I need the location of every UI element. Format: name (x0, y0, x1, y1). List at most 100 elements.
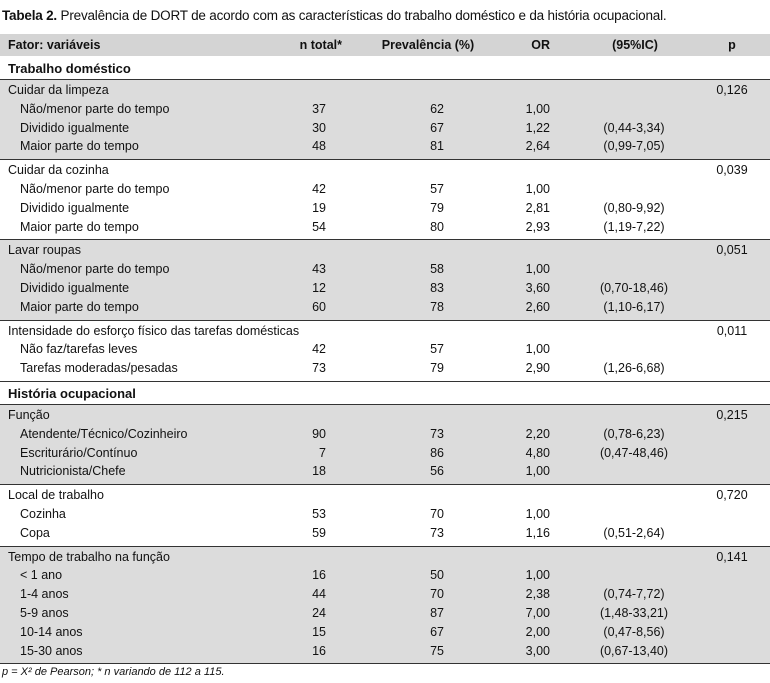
group-header-row: Intensidade do esforço físico das tarefa… (0, 324, 770, 342)
or-cell: 1,00 (525, 342, 550, 357)
n-total-cell: 53 (312, 506, 326, 521)
group-header-row: Lavar roupas 0,051 (0, 243, 770, 261)
table-row: Não faz/tarefas leves 42 57 1,00 (0, 342, 770, 360)
ci-cell: (0,44-3,34) (603, 120, 665, 135)
n-total-cell: 18 (312, 464, 326, 479)
n-total-cell: 15 (312, 624, 326, 639)
variable-group: Cuidar da limpeza 0,126 Não/menor parte do… (0, 80, 770, 161)
group-label: Tempo de trabalho na função (8, 549, 170, 564)
row-label: 10-14 anos (20, 624, 83, 639)
table-row: < 1 ano 16 50 1,00 (0, 568, 770, 586)
table-row: Dividido igualmente 19 79 2,81 (0,80-9,92) (0, 201, 770, 219)
variable-group: Local de trabalho 0,720 Cozinha 53 70 1,00 Cop… (0, 485, 770, 547)
row-label: Copa (20, 525, 50, 540)
row-label: Não/menor parte do tempo (20, 181, 170, 196)
prevalence-cell: 75 (430, 643, 444, 658)
prevalence-cell: 58 (430, 262, 444, 277)
p-value: 0,215 (716, 408, 748, 422)
or-cell: 7,00 (525, 605, 550, 620)
variable-group: Tempo de trabalho na função 0,141 < 1 ano 1… (0, 546, 770, 665)
prevalence-cell: 79 (430, 361, 444, 376)
ci-cell: (0,47-48,46) (599, 445, 669, 460)
table-row: Atendente/Técnico/Cozinheiro 90 73 2,20 (0,7… (0, 427, 770, 445)
row-label: Nutricionista/Chefe (20, 464, 126, 479)
table-header: Fator: variáveis n total* Prevalência (%… (0, 34, 770, 56)
table-row: Tarefas moderadas/pesadas 73 79 2,90 (1,26-6… (0, 361, 770, 379)
table-footnote: p = X² de Pearson; * n variando de 112 a… (2, 666, 225, 678)
n-total-cell: 24 (312, 605, 326, 620)
ci-cell: (0,78-6,23) (603, 426, 665, 441)
row-label: Não/menor parte do tempo (20, 101, 170, 116)
ci-cell: (0,70-18,46) (599, 280, 669, 295)
or-cell: 3,60 (525, 280, 550, 295)
section-title: Trabalho doméstico (8, 61, 131, 76)
table-row: Maior parte do tempo 60 78 2,60 (1,10-6,17) (0, 300, 770, 318)
table-row: Dividido igualmente 12 83 3,60 (0,70-18,46) (0, 281, 770, 299)
prevalence-cell: 87 (430, 605, 444, 620)
or-cell: 1,00 (525, 101, 550, 116)
n-total-cell: 19 (312, 200, 326, 215)
group-header-row: Cuidar da limpeza 0,126 (0, 83, 770, 101)
table-caption: Tabela 2. Prevalência de DORT de acordo … (2, 8, 667, 23)
prevalence-cell: 50 (430, 568, 444, 583)
group-label: Lavar roupas (8, 243, 81, 258)
row-label: Maior parte do tempo (20, 299, 139, 314)
ci-cell: (0,47-8,56) (603, 624, 665, 639)
table-row: Não/menor parte do tempo 42 57 1,00 (0, 182, 770, 200)
prevalence-cell: 67 (430, 120, 444, 135)
prevalence-cell: 62 (430, 101, 444, 116)
prevalence-cell: 78 (430, 299, 444, 314)
row-label: < 1 ano (20, 568, 63, 583)
ci-cell: (1,48-33,21) (599, 605, 669, 620)
or-cell: 2,60 (525, 299, 550, 314)
prevalence-cell: 57 (430, 181, 444, 196)
table-row: Maior parte do tempo 48 81 2,64 (0,99-7,05) (0, 139, 770, 157)
p-value: 0,039 (716, 163, 748, 178)
prevalence-cell: 57 (430, 342, 444, 357)
table-row: Não/menor parte do tempo 43 58 1,00 (0, 262, 770, 280)
n-total-cell: 44 (312, 587, 326, 602)
ci-cell: (0,67-13,40) (599, 643, 669, 658)
or-cell: 2,93 (525, 219, 550, 234)
row-label: Cozinha (20, 506, 66, 521)
table-row: Dividido igualmente 30 67 1,22 (0,44-3,34) (0, 121, 770, 139)
or-cell: 3,00 (525, 643, 550, 658)
section-title: História ocupacional (8, 386, 136, 401)
table-row: 10-14 anos 15 67 2,00 (0,47-8,56) (0, 625, 770, 643)
table-row: 1-4 anos 44 70 2,38 (0,74-7,72) (0, 587, 770, 605)
n-total-cell: 59 (312, 525, 326, 540)
ci-cell: (0,74-7,72) (603, 587, 665, 602)
or-cell: 1,00 (525, 181, 550, 196)
prevalence-cell: 83 (430, 280, 444, 295)
n-total-cell: 16 (312, 568, 326, 583)
section-header: História ocupacional (0, 382, 770, 405)
row-label: Dividido igualmente (20, 120, 130, 135)
prevalence-cell: 56 (430, 464, 444, 479)
n-total-cell: 60 (312, 299, 326, 314)
n-total-cell: 54 (312, 219, 326, 234)
prevalence-cell: 73 (430, 525, 444, 540)
or-cell: 2,64 (525, 139, 550, 154)
table-row: Escriturário/Contínuo 7 86 4,80 (0,47-48,46) (0, 446, 770, 464)
group-label: Cuidar da limpeza (8, 83, 109, 97)
or-cell: 2,20 (525, 426, 550, 441)
ci-cell: (0,99-7,05) (603, 139, 665, 154)
row-label: Maior parte do tempo (20, 219, 139, 234)
or-cell: 4,80 (525, 445, 550, 460)
header-factor: Fator: variáveis (8, 38, 101, 52)
p-value: 0,051 (716, 243, 748, 258)
prevalence-cell: 79 (430, 200, 444, 215)
p-value: 0,141 (716, 549, 748, 564)
row-label: Maior parte do tempo (20, 139, 139, 154)
or-cell: 1,00 (525, 568, 550, 583)
row-label: 1-4 anos (20, 587, 69, 602)
n-total-cell: 37 (312, 101, 326, 116)
row-label: Não faz/tarefas leves (20, 342, 138, 357)
prevalence-cell: 70 (430, 506, 444, 521)
p-value: 0,126 (716, 83, 748, 97)
or-cell: 2,90 (525, 361, 550, 376)
group-label: Intensidade do esforço físico das tarefa… (8, 323, 300, 338)
table-row: Cozinha 53 70 1,00 (0, 507, 770, 525)
group-label: Cuidar da cozinha (8, 163, 109, 178)
ci-cell: (1,26-6,68) (603, 361, 665, 376)
